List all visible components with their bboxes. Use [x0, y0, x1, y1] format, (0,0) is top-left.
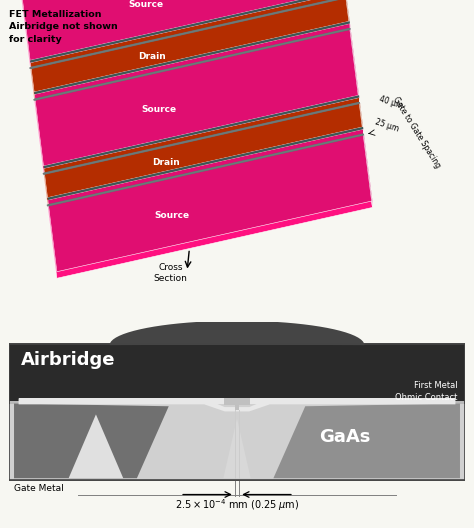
Text: Drain: Drain	[152, 158, 180, 167]
Polygon shape	[30, 0, 350, 99]
Polygon shape	[44, 95, 359, 168]
Polygon shape	[34, 28, 350, 101]
Polygon shape	[30, 0, 346, 63]
Polygon shape	[364, 129, 373, 208]
Text: FET Metallization
Airbridge not shown
for clarity: FET Metallization Airbridge not shown fo…	[9, 10, 118, 44]
Polygon shape	[47, 134, 364, 206]
Polygon shape	[224, 399, 250, 410]
Polygon shape	[35, 30, 359, 173]
Text: Cross
Section: Cross Section	[154, 263, 187, 283]
Polygon shape	[223, 419, 251, 478]
Bar	[9, 344, 465, 479]
Polygon shape	[44, 104, 363, 204]
Polygon shape	[273, 403, 460, 478]
Polygon shape	[14, 403, 169, 478]
Text: Airbridge: Airbridge	[21, 351, 115, 369]
Text: Source: Source	[155, 211, 190, 220]
Text: GaAs: GaAs	[319, 428, 370, 446]
Polygon shape	[30, 0, 350, 92]
Polygon shape	[30, 0, 346, 69]
Polygon shape	[346, 0, 350, 28]
Polygon shape	[44, 102, 359, 175]
Polygon shape	[47, 127, 364, 200]
Text: Gate to Gate Spacing: Gate to Gate Spacing	[391, 96, 442, 170]
Text: First Metal
Ohmic Contact: First Metal Ohmic Contact	[395, 381, 458, 402]
Text: Drain: Drain	[138, 52, 166, 61]
Polygon shape	[48, 136, 373, 278]
Bar	[9, 344, 465, 401]
Polygon shape	[9, 320, 465, 345]
Text: $2.5\times10^{-4}$ mm (0.25 $\mu$m): $2.5\times10^{-4}$ mm (0.25 $\mu$m)	[175, 498, 299, 513]
Polygon shape	[44, 98, 363, 197]
Text: Source: Source	[128, 0, 163, 8]
Text: 40 μm: 40 μm	[378, 94, 404, 110]
Polygon shape	[18, 399, 456, 411]
Text: Source: Source	[141, 105, 176, 115]
Polygon shape	[35, 23, 359, 166]
Text: Gate Metal: Gate Metal	[14, 484, 64, 493]
Polygon shape	[359, 98, 363, 134]
Polygon shape	[69, 414, 123, 478]
Polygon shape	[48, 129, 373, 272]
Bar	[9, 404, 465, 479]
Polygon shape	[34, 21, 350, 95]
Polygon shape	[21, 0, 346, 67]
Bar	[18, 399, 456, 404]
Bar	[9, 344, 465, 479]
Text: 25 μm: 25 μm	[374, 117, 400, 134]
Polygon shape	[21, 0, 346, 60]
Polygon shape	[350, 23, 359, 102]
